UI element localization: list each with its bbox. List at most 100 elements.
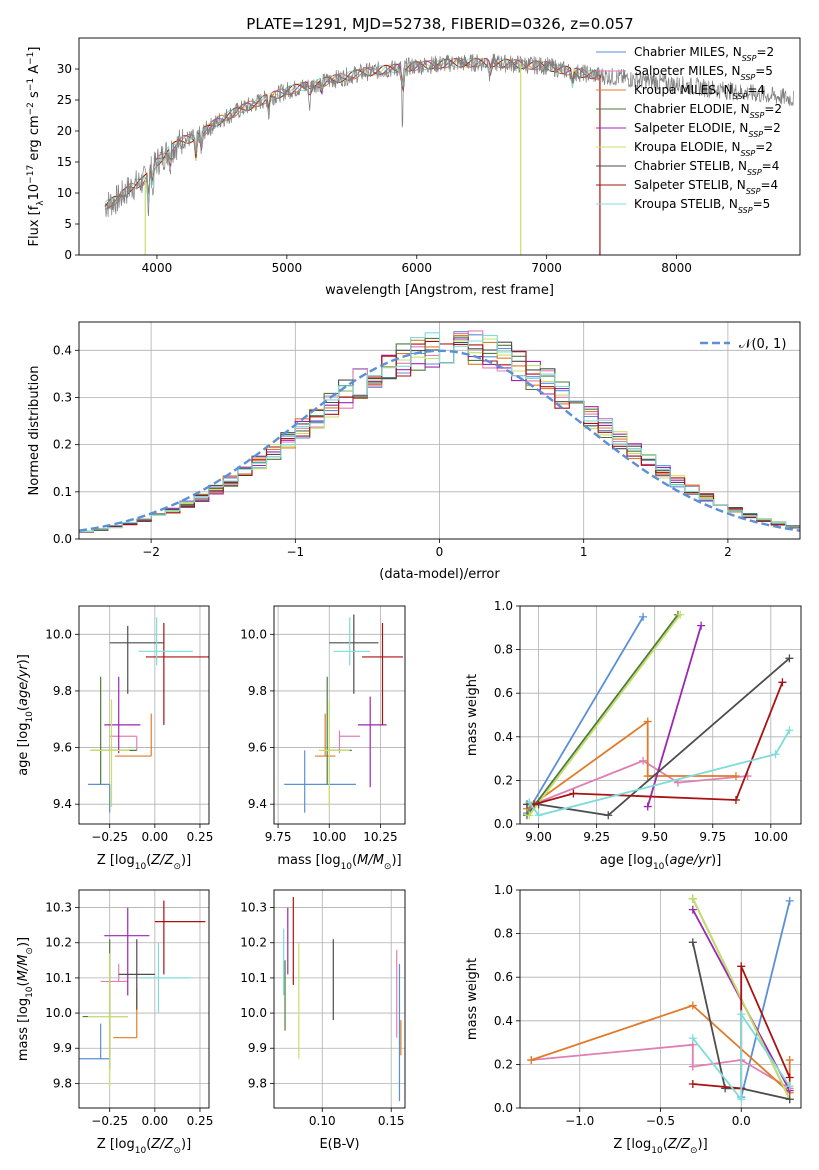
point-marker [731, 772, 740, 781]
legend-label-kroupa-elodie: Kroupa ELODIE, NSSP=2 [634, 140, 773, 158]
errorbar-kroupa-elodie [319, 699, 350, 808]
x-tick-label: 4000 [142, 261, 173, 275]
legend-tail: =2 [763, 121, 781, 135]
y-axis-label: Normed distribution [27, 366, 42, 496]
legend-tail: =2 [756, 45, 774, 59]
series-line [533, 681, 784, 806]
x-tick-label: 0.00 [141, 830, 168, 844]
label-part: 10 [135, 1146, 147, 1156]
label-part: ⊙ [384, 862, 392, 872]
panel-weight-vs-Z: −1.0 −0.5 0.0 0.0 0.2 0.4 0.6 0.8 1.0 mass weight… [465, 883, 802, 1156]
errorbar-salpeter-miles [100, 963, 128, 983]
legend-sub: SSP [748, 130, 763, 139]
panel-weight-vs-age: 9.00 9.25 9.50 9.75 10.00 0.0 0.2 0.4 0.6 0.8 1.0 m… [465, 599, 802, 872]
y-tick-label: 0.0 [53, 532, 72, 546]
panel-spectrum: 4000 5000 6000 7000 8000 0 5 10 15 20 25 30 Chabrier… [26, 37, 801, 298]
series-line [692, 1011, 791, 1102]
point-marker [527, 1056, 536, 1065]
label-part: ( [664, 853, 669, 868]
point-marker [525, 798, 534, 807]
legend-tail: =5 [753, 197, 771, 211]
x-tick-label: −1.0 [565, 1114, 594, 1128]
plot-area [274, 890, 405, 1108]
label-part: )] [391, 853, 401, 868]
legend-tail: =4 [747, 83, 765, 97]
label-part: −17 [26, 165, 36, 184]
x-axis-label: E(B-V) [319, 1137, 359, 1152]
x-tick-label: 10.00 [312, 830, 346, 844]
y-tick-label: 1.0 [494, 883, 513, 897]
legend-text: Salpeter ELODIE, N [634, 121, 748, 135]
label-part: Z/Z [150, 1137, 174, 1152]
axes-frame [78, 605, 210, 825]
y-tick-label: 0.6 [494, 686, 513, 700]
point-marker [639, 612, 648, 621]
point-marker [785, 1056, 794, 1065]
x-tick-label: 0.0 [732, 1114, 751, 1128]
x-tick-label: 5000 [272, 261, 303, 275]
errorbar-salpeter-elodie [104, 676, 141, 754]
legend-sub: SSP [746, 187, 761, 196]
y-axis-label: Flux [fλ10−17 erg cm−2 s−1 A−1] [26, 47, 46, 247]
y-tick-label: 0.2 [494, 773, 513, 787]
legend-sub: SSP [733, 92, 748, 101]
label-part: 10 [653, 862, 665, 872]
point-marker [737, 1010, 746, 1019]
x-tick-label: −2 [142, 545, 160, 559]
series-line [528, 729, 791, 817]
x-tick-label: 8000 [661, 261, 692, 275]
x-tick-label: 0.00 [141, 1114, 168, 1128]
x-tick-label: 0.10 [309, 1114, 336, 1128]
legend-sub: SSP [750, 111, 765, 120]
legend-label-chabrier-elodie: Chabrier ELODIE, NSSP=2 [634, 102, 782, 120]
axes-frame [78, 889, 210, 1109]
y-tick-label: 0.1 [53, 485, 72, 499]
errorbar-salpeter-stelib [154, 900, 206, 975]
x-tick-label: 10.00 [754, 830, 788, 844]
label-part: s [27, 91, 42, 102]
legend-tail: =2 [755, 140, 773, 154]
series-line [528, 614, 681, 816]
label-part: ⊙ [25, 947, 35, 955]
errorbar-kroupa-stelib [138, 617, 193, 666]
errorbar-chabrier-miles [284, 750, 356, 813]
point-marker [643, 717, 652, 726]
label-part: M/M [357, 853, 384, 868]
point-marker [688, 1062, 697, 1071]
y-tick-label: 10.3 [45, 901, 72, 915]
label-part: ⊙ [173, 1146, 181, 1156]
x-tick-label: 9.00 [525, 830, 552, 844]
errorbar-chabrier-elodie [82, 939, 128, 1070]
point-marker [697, 621, 706, 630]
label-part: Z [log [97, 853, 135, 868]
legend-label-salpeter-elodie: Salpeter ELODIE, NSSP=2 [634, 121, 781, 139]
y-tick-label: 10.3 [240, 901, 267, 915]
legend-sub: SSP [747, 168, 762, 177]
legend-text: Kroupa MILES, N [634, 83, 733, 97]
label-part: ( [146, 1137, 151, 1152]
label-part: )] [181, 1137, 191, 1152]
y-tick-label: 9.9 [248, 1041, 267, 1055]
histogram-kroupa-stelib [79, 332, 800, 532]
legend-label-salpeter-miles: Salpeter MILES, NSSP=5 [634, 64, 773, 82]
y-axis-label: mass weight [465, 674, 480, 756]
x-tick-label: 1 [580, 545, 588, 559]
x-axis-label: age [log10(age/yr)] [600, 853, 722, 872]
y-tick-label: 25 [57, 93, 72, 107]
plot-area [520, 606, 801, 824]
y-tick-label: 0.4 [494, 730, 513, 744]
errorbar-chabrier-stelib [109, 625, 164, 694]
x-tick-label: 0.15 [378, 1114, 405, 1128]
y-tick-label: 10.0 [45, 627, 72, 641]
y-tick-label: 0.6 [494, 970, 513, 984]
errorbar-kroupa-stelib [333, 617, 371, 666]
point-marker [688, 894, 697, 903]
errorbar-salpeter-stelib [362, 622, 403, 725]
point-marker [688, 1034, 697, 1043]
label-part: )] [181, 853, 191, 868]
y-tick-label: 0.0 [494, 1101, 513, 1115]
label-part: Z [log [613, 1137, 651, 1152]
legend-sub: SSP [738, 206, 753, 215]
legend-label-kroupa-stelib: Kroupa STELIB, NSSP=5 [634, 197, 770, 215]
axes-frame [273, 605, 406, 825]
